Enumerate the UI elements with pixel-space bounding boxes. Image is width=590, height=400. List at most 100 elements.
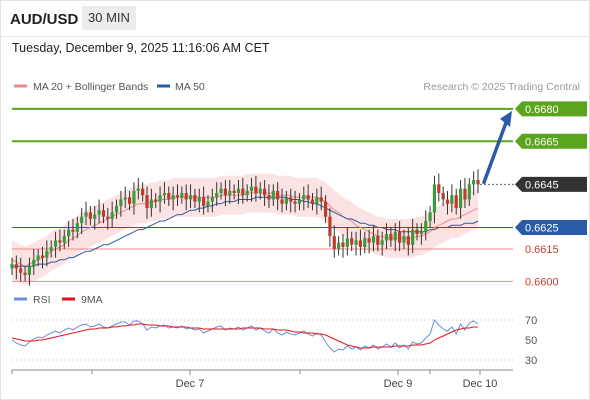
level-label-text: 0.6615: [525, 244, 559, 256]
rsi-line: [11, 318, 479, 353]
candle: [110, 201, 114, 228]
candle: [280, 188, 284, 213]
candle: [119, 190, 123, 217]
candle: [341, 233, 345, 258]
candle: [328, 208, 332, 247]
candle: [262, 180, 267, 206]
candle: [267, 184, 271, 209]
candle: [149, 188, 153, 217]
candle-body: [323, 201, 328, 217]
candle-body: [419, 231, 423, 234]
candle: [319, 186, 323, 211]
candle: [458, 180, 463, 219]
research-credit: Research © 2025 Trading Central: [423, 81, 580, 93]
candle: [249, 177, 254, 202]
candle: [101, 203, 106, 224]
rsi-tick-label: 50: [525, 335, 537, 347]
candle: [10, 257, 14, 275]
header-divider: [0, 36, 590, 37]
candle: [467, 177, 471, 206]
candle-body: [398, 231, 402, 243]
candle-body: [23, 272, 27, 275]
candle-body: [14, 264, 18, 269]
candle-body: [289, 197, 293, 202]
candle: [132, 182, 136, 215]
candle: [171, 186, 175, 211]
candle: [58, 229, 62, 252]
candle: [232, 184, 236, 200]
candle-body: [184, 193, 188, 200]
candle-body: [332, 236, 336, 250]
candle-body: [458, 188, 463, 209]
candle-body: [93, 214, 97, 219]
candle: [106, 208, 110, 230]
candle-body: [219, 188, 223, 193]
candle: [215, 182, 219, 206]
timestamp: Tuesday, December 9, 2025 11:16:06 AM CE…: [12, 41, 270, 55]
candle: [415, 223, 419, 241]
candle: [432, 175, 437, 224]
x-tick-label: Dec 10: [463, 378, 498, 390]
level-label-1: 0.6665: [515, 133, 587, 149]
candle-body: [319, 197, 323, 202]
candle: [437, 173, 441, 202]
candle-body: [206, 201, 210, 206]
candle-body: [154, 199, 158, 202]
candle: [367, 229, 371, 254]
candle-body: [58, 240, 62, 243]
candle: [376, 229, 380, 252]
candle: [197, 188, 201, 213]
candle-body: [380, 240, 384, 245]
candle-body: [67, 229, 71, 237]
rsi-tick-label: 70: [525, 315, 537, 327]
candle-body: [180, 193, 184, 198]
candle: [19, 257, 23, 282]
candle-body: [32, 259, 36, 267]
candle: [315, 188, 319, 215]
candle-body: [472, 180, 476, 185]
candle-body: [367, 238, 371, 243]
candle: [445, 190, 450, 215]
candle: [127, 190, 132, 211]
level-label-bg: [515, 101, 587, 117]
candle: [411, 218, 415, 254]
candle: [306, 184, 310, 209]
level-label-text: 0.6680: [525, 104, 559, 116]
candle: [428, 205, 432, 228]
candle: [472, 171, 476, 196]
candle: [402, 229, 406, 250]
timeframe-button[interactable]: 30 MIN: [82, 6, 136, 30]
candle-body: [215, 193, 219, 198]
candle: [40, 246, 45, 269]
candle: [14, 255, 18, 280]
candle: [332, 225, 336, 258]
candle-body: [132, 190, 136, 204]
candle-body: [411, 229, 415, 245]
candle: [145, 186, 149, 219]
candle-body: [376, 236, 380, 245]
candle: [219, 182, 223, 200]
x-tick-label: Dec 7: [176, 378, 205, 390]
candle: [27, 257, 32, 286]
candle: [284, 190, 288, 211]
candle-body: [328, 216, 332, 237]
candle: [454, 188, 458, 215]
candle: [380, 231, 384, 256]
candle-body: [162, 193, 167, 196]
candle-body: [345, 238, 349, 247]
candle: [123, 186, 127, 209]
candle-body: [310, 199, 315, 204]
candle-body: [432, 184, 437, 213]
x-axis: Dec 7 Dec 9 Dec 10: [11, 369, 513, 390]
candle: [419, 223, 423, 245]
candle-body: [241, 188, 245, 196]
candle-body: [84, 212, 88, 217]
candle: [88, 205, 92, 226]
candle-body: [415, 229, 419, 234]
candle-body: [450, 195, 454, 204]
candle-body: [106, 216, 110, 219]
candle-body: [371, 236, 376, 243]
candle-body: [141, 188, 145, 196]
candle: [36, 249, 40, 267]
